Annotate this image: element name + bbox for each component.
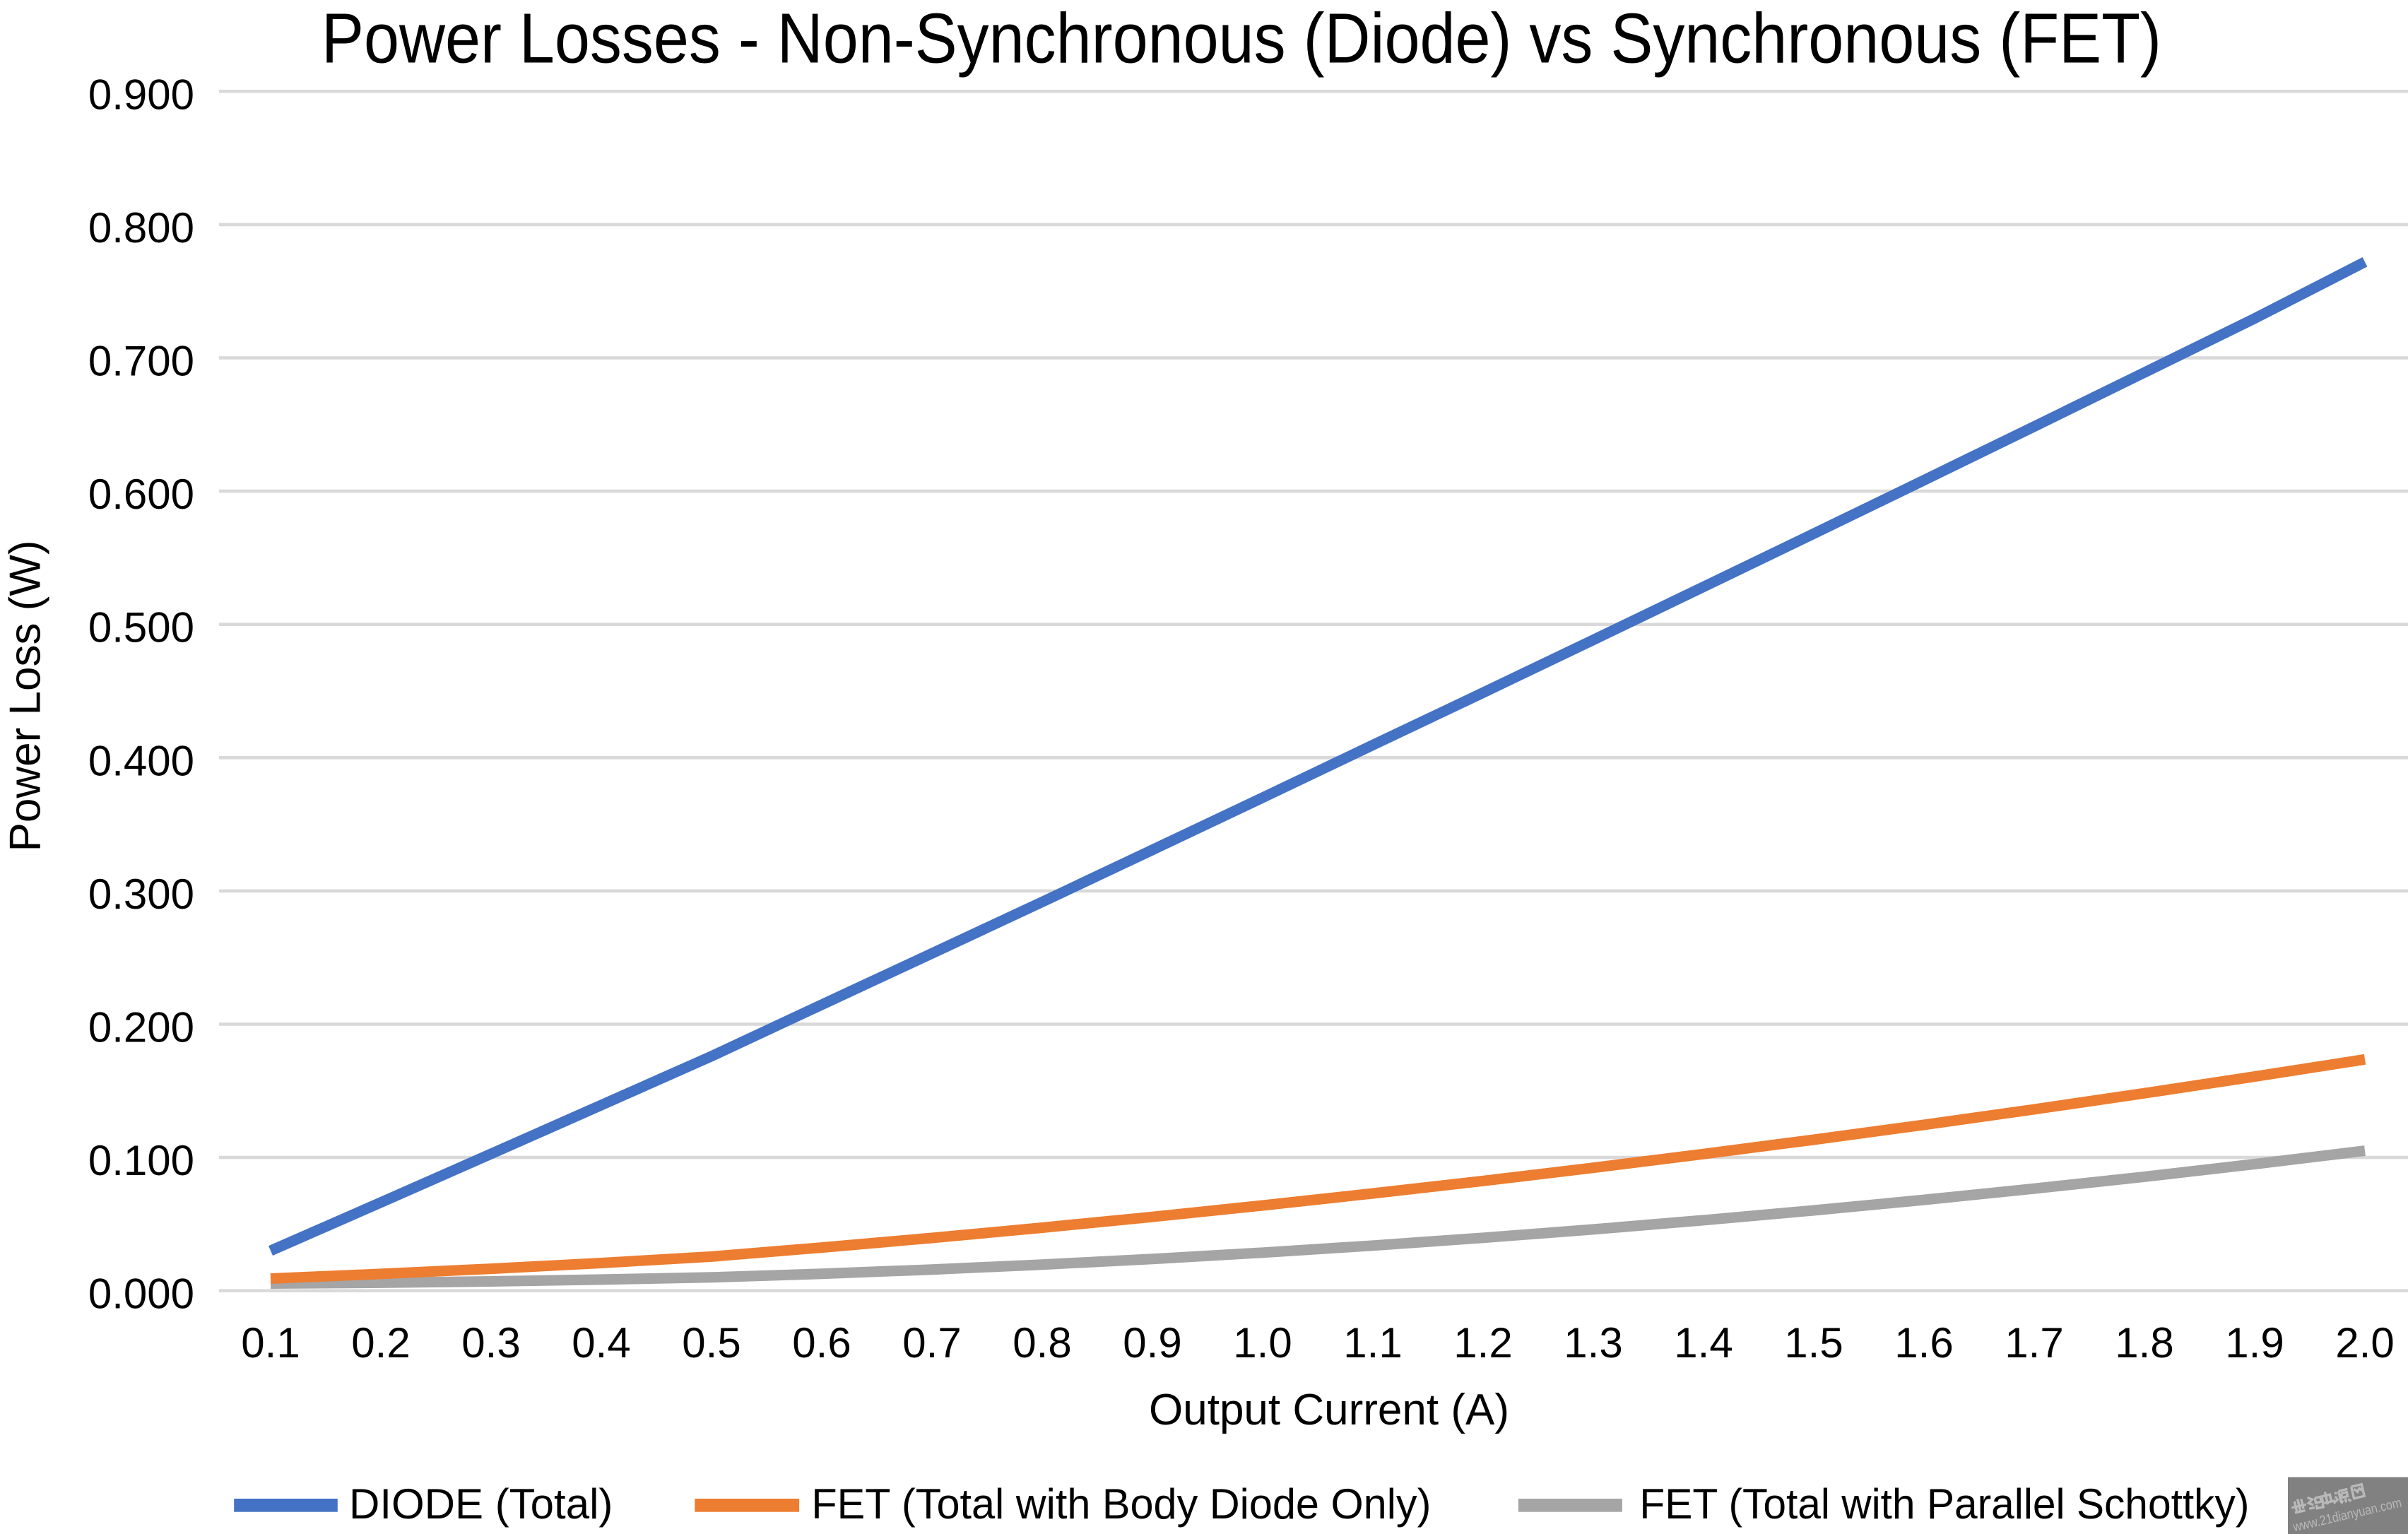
svg-text:1.8: 1.8 <box>2115 1319 2173 1367</box>
svg-text:0.5: 0.5 <box>682 1319 740 1367</box>
svg-text:0.2: 0.2 <box>351 1319 410 1367</box>
svg-text:Power Loss (W): Power Loss (W) <box>1 541 50 852</box>
svg-text:1.1: 1.1 <box>1343 1319 1402 1367</box>
svg-text:1.2: 1.2 <box>1453 1319 1512 1367</box>
svg-text:DIODE (Total): DIODE (Total) <box>349 1480 613 1528</box>
svg-text:0.9: 0.9 <box>1123 1319 1181 1367</box>
svg-text:0.600: 0.600 <box>88 471 194 518</box>
svg-text:2.0: 2.0 <box>2335 1319 2394 1367</box>
svg-text:1.5: 1.5 <box>1784 1319 1843 1367</box>
svg-text:FET (Total with Parallel Schot: FET (Total with Parallel Schottky) <box>1639 1480 2249 1528</box>
svg-text:1.6: 1.6 <box>1894 1319 1953 1367</box>
svg-text:0.200: 0.200 <box>88 1004 194 1051</box>
svg-text:0.700: 0.700 <box>88 338 194 385</box>
svg-text:0.3: 0.3 <box>461 1319 520 1367</box>
svg-text:1.9: 1.9 <box>2225 1319 2284 1367</box>
svg-text:0.800: 0.800 <box>88 204 194 252</box>
svg-text:1.3: 1.3 <box>1564 1319 1622 1367</box>
svg-text:1.0: 1.0 <box>1233 1319 1292 1367</box>
svg-text:0.8: 0.8 <box>1013 1319 1071 1367</box>
svg-text:0.900: 0.900 <box>88 71 194 118</box>
svg-text:1.7: 1.7 <box>2005 1319 2063 1367</box>
svg-text:FET (Total with Body Diode Onl: FET (Total with Body Diode Only) <box>811 1480 1431 1528</box>
svg-text:0.500: 0.500 <box>88 604 194 651</box>
svg-text:0.7: 0.7 <box>902 1319 961 1367</box>
svg-text:0.100: 0.100 <box>88 1137 194 1184</box>
svg-text:0.300: 0.300 <box>88 871 194 918</box>
svg-text:0.1: 0.1 <box>241 1319 300 1367</box>
svg-text:0.4: 0.4 <box>572 1319 630 1367</box>
svg-text:1.4: 1.4 <box>1674 1319 1733 1367</box>
svg-text:0.6: 0.6 <box>792 1319 851 1367</box>
svg-text:Power Losses - Non-Synchronous: Power Losses - Non-Synchronous (Diode) v… <box>321 0 2161 78</box>
svg-text:0.000: 0.000 <box>88 1270 194 1318</box>
svg-text:0.400: 0.400 <box>88 737 194 784</box>
svg-text:Output Current (A): Output Current (A) <box>1149 1386 1509 1434</box>
